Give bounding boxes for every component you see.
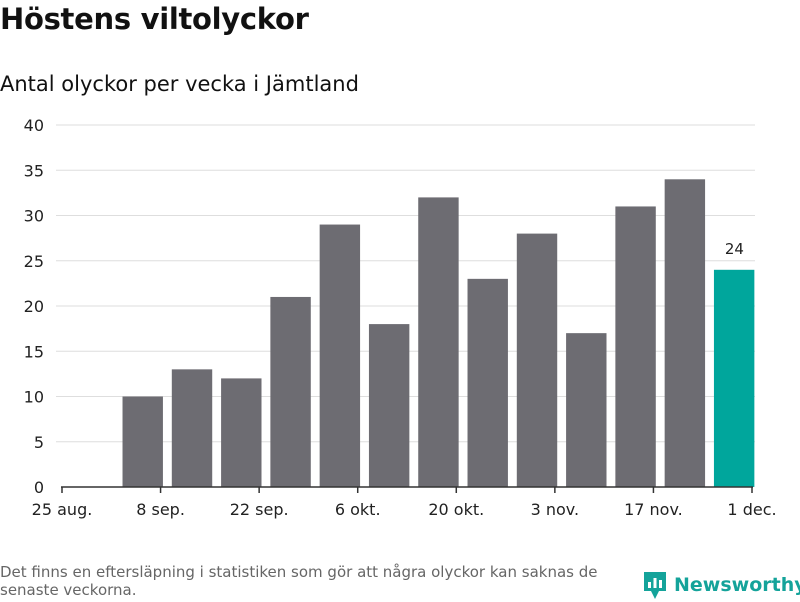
x-tick-label: 25 aug. [32, 500, 93, 519]
data-label: 24 [725, 240, 744, 258]
chart-title: Höstens viltolyckor [0, 2, 309, 36]
bar [713, 269, 755, 487]
bar [418, 197, 459, 487]
chart-subtitle: Antal olyckor per vecka i Jämtland [0, 72, 359, 96]
x-tick-label: 1 dec. [727, 500, 776, 519]
y-tick-label: 30 [24, 207, 44, 226]
y-tick-label: 5 [34, 433, 44, 452]
x-tick-label: 17 nov. [624, 500, 683, 519]
bar [664, 179, 706, 488]
y-tick-label: 20 [24, 297, 44, 316]
bar [319, 224, 361, 488]
brand-logo: Newsworthy [642, 568, 800, 602]
bar [221, 378, 262, 487]
x-tick-label: 22 sep. [230, 500, 289, 519]
y-tick-label: 40 [24, 116, 44, 135]
x-tick-label: 8 sep. [136, 500, 185, 519]
bar [467, 278, 508, 487]
x-tick-label: 20 okt. [428, 500, 484, 519]
y-tick-label: 10 [24, 388, 44, 407]
bar [171, 369, 213, 487]
bar [615, 206, 656, 487]
newsworthy-logo-icon [644, 572, 666, 599]
y-tick-label: 0 [34, 478, 44, 497]
bar [516, 233, 558, 487]
x-tick-label: 3 nov. [531, 500, 580, 519]
bar [566, 333, 607, 487]
y-tick-label: 15 [24, 342, 44, 361]
brand-name: Newsworthy [674, 574, 800, 596]
bar [368, 324, 410, 487]
x-tick-label: 6 okt. [335, 500, 381, 519]
bar [270, 296, 311, 487]
y-tick-label: 35 [24, 161, 44, 180]
y-tick-label: 25 [24, 252, 44, 271]
footnote: Det finns en eftersläpning i statistiken… [0, 563, 598, 599]
bar [122, 396, 163, 487]
